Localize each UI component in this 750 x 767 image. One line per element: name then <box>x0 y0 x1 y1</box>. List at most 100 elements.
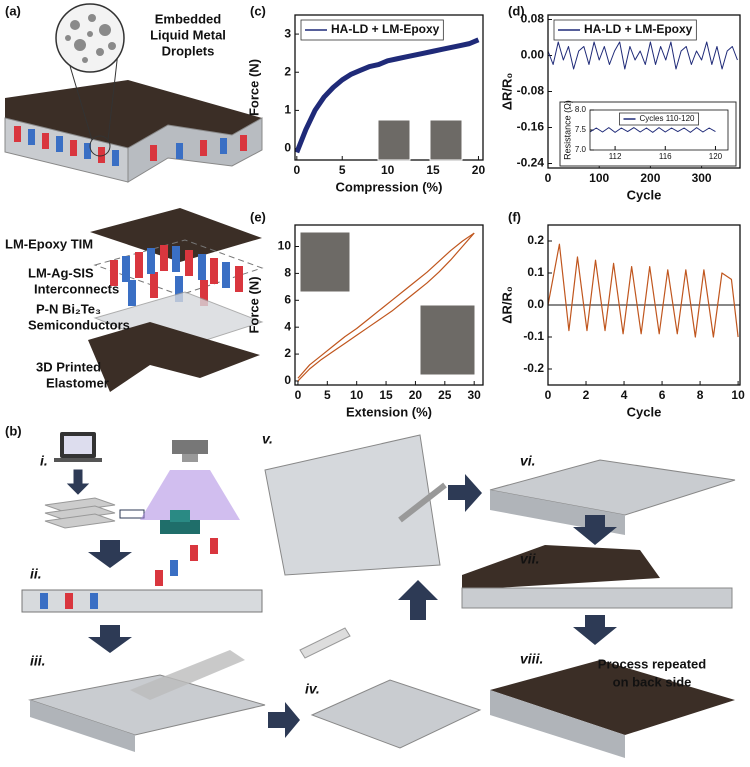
x-tick-label: 10 <box>731 388 745 402</box>
step-label: iv. <box>305 681 320 697</box>
y-tick-label: -0.2 <box>523 361 544 375</box>
exploded-illustration <box>88 208 264 392</box>
step-label: v. <box>262 431 273 447</box>
y-tick-label: 7.5 <box>575 125 587 134</box>
y-tick-label: 6 <box>284 292 291 306</box>
legend: HA-LD + LM-Epoxy <box>300 19 444 41</box>
panel-label: (e) <box>250 209 266 224</box>
y-tick-label: 3 <box>284 26 291 40</box>
annotation: Liquid Metal <box>150 27 226 42</box>
x-tick-label: 4 <box>621 388 628 402</box>
plot-frame <box>547 14 741 169</box>
y-tick-label: -0.24 <box>517 156 545 170</box>
annotation: Process repeated <box>598 656 706 671</box>
inset-photo <box>299 231 351 293</box>
y-tick-label: -0.08 <box>517 84 545 98</box>
inset-photo <box>419 304 476 376</box>
panel-label: (a) <box>5 3 21 18</box>
x-tick-label: 5 <box>324 388 331 402</box>
x-tick-label: 0 <box>295 388 302 402</box>
x-axis-label: Compression (%) <box>336 179 443 194</box>
data-line <box>294 37 480 154</box>
step-label: vii. <box>520 551 539 567</box>
step-label: vi. <box>520 453 536 469</box>
y-tick-label: 4 <box>284 319 291 333</box>
inset-photo <box>429 119 463 161</box>
x-axis-label: Cycle <box>627 404 662 419</box>
legend: HA-LD + LM-Epoxy <box>553 19 697 41</box>
annotation: Droplets <box>162 43 215 58</box>
y-tick-label: 0.0 <box>527 297 544 311</box>
y-tick-label: 0.08 <box>521 12 545 26</box>
x-tick-label: 25 <box>438 388 452 402</box>
data-line <box>547 41 738 70</box>
x-tick-label: 10 <box>350 388 364 402</box>
step-label: i. <box>40 453 48 469</box>
step-label: ii. <box>30 566 42 582</box>
y-tick-label: 7.0 <box>575 145 587 154</box>
layer-label: LM-Epoxy TIM <box>5 236 93 251</box>
y-tick-label: 0.2 <box>527 233 544 247</box>
panel-label: (f) <box>508 209 521 224</box>
x-tick-label: 0 <box>545 388 552 402</box>
x-tick-label: 6 <box>659 388 666 402</box>
y-axis-label: Resistance (Ω) <box>562 100 572 160</box>
x-tick-label: 112 <box>609 152 622 161</box>
y-tick-label: 8 <box>284 266 291 280</box>
plot-frame <box>547 224 741 386</box>
y-tick-label: 0.00 <box>521 48 545 62</box>
x-tick-label: 116 <box>659 152 672 161</box>
inset-photo <box>377 119 411 161</box>
plot-frame <box>589 109 729 151</box>
x-tick-label: 2 <box>583 388 590 402</box>
y-tick-label: 2 <box>284 346 291 360</box>
x-tick-label: 30 <box>468 388 482 402</box>
x-tick-label: 15 <box>426 163 440 177</box>
layer-label: Semiconductors <box>28 317 130 332</box>
y-axis-label: Force (N) <box>246 59 261 116</box>
legend-box <box>619 112 699 126</box>
legend: Cycles 110-120 <box>619 112 699 126</box>
data-line <box>297 232 475 379</box>
y-axis-label: ΔR/R₀ <box>499 73 514 111</box>
x-tick-label: 10 <box>381 163 395 177</box>
y-axis-label: Force (N) <box>246 276 261 333</box>
panel-label: (d) <box>508 3 525 18</box>
y-tick-label: -0.1 <box>523 329 544 343</box>
panel-label: (b) <box>5 423 22 438</box>
step-label: iii. <box>30 653 46 669</box>
y-tick-label: -0.16 <box>517 120 545 134</box>
layer-label: 3D Printed <box>36 359 101 374</box>
layer-label: LM-Ag-SIS <box>28 265 94 280</box>
annotation: on back side <box>613 674 692 689</box>
x-tick-label: 120 <box>709 152 723 161</box>
y-tick-label: 1 <box>284 103 291 117</box>
annotation: Embedded <box>155 11 222 26</box>
y-tick-label: 8.0 <box>575 105 587 114</box>
x-tick-label: 200 <box>640 171 660 185</box>
data-line <box>297 232 475 382</box>
y-tick-label: 0 <box>284 141 291 155</box>
x-tick-label: 20 <box>472 163 486 177</box>
y-tick-label: 0 <box>284 373 291 387</box>
x-tick-label: 8 <box>697 388 704 402</box>
data-line <box>589 127 716 133</box>
x-axis-label: Cycle <box>627 187 662 202</box>
layer-label: Interconnects <box>34 281 119 296</box>
x-tick-label: 300 <box>692 171 712 185</box>
plot-frame <box>294 224 484 386</box>
legend-label: Cycles 110-120 <box>640 114 696 123</box>
legend-box <box>300 19 444 41</box>
x-tick-label: 20 <box>409 388 423 402</box>
x-tick-label: 100 <box>589 171 609 185</box>
legend-label: HA-LD + LM-Epoxy <box>331 22 440 36</box>
y-axis-label: ΔR/R₀ <box>499 286 514 324</box>
x-axis-label: Extension (%) <box>346 404 432 419</box>
legend-box <box>553 19 697 41</box>
legend-label: HA-LD + LM-Epoxy <box>584 22 693 36</box>
layer-label: Elastomer <box>46 375 109 390</box>
panel-label: (c) <box>250 3 266 18</box>
layer-label: P-N Bi₂Te₃ <box>36 301 101 316</box>
step-label: viii. <box>520 651 543 667</box>
